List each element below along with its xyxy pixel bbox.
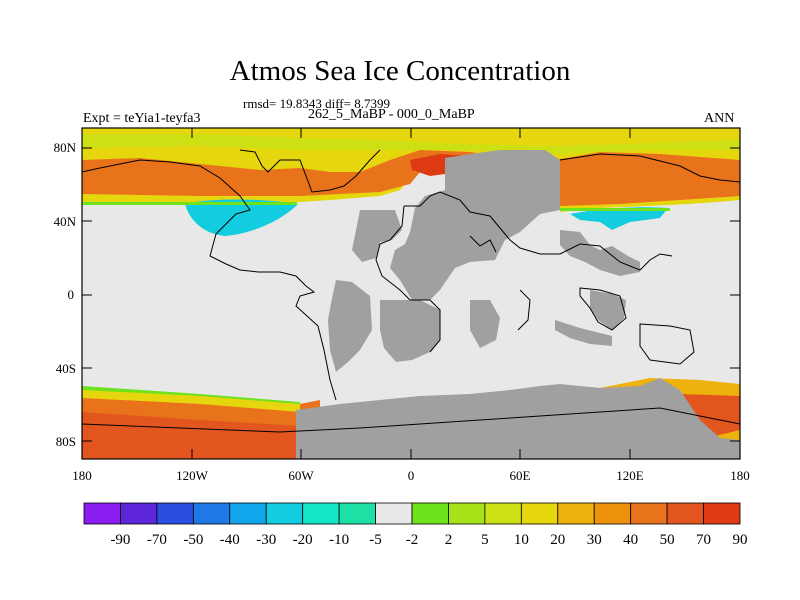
colorbar-label: 30 [587,532,602,548]
colorbar-swatch [302,502,340,525]
colorbar-label: 20 [550,532,565,548]
colorbar-swatch [666,502,704,525]
colorbar-swatch [593,502,632,525]
colorbar-swatch [229,502,267,525]
continent-mask [296,150,740,459]
colorbar-label: -10 [329,532,349,548]
experiment-period-subtitle: 262_5_MaBP - 000_0_MaBP [308,107,475,122]
colorbar-swatch [375,502,413,525]
coastlines [81,149,741,433]
colorbar-label: -70 [147,532,167,548]
colorbar-label: -20 [293,532,313,548]
colorbar-swatch [120,502,158,525]
lat-label: 40S [56,361,76,376]
axis-ticks [81,128,741,459]
map-panel [81,127,741,460]
colorbar-label: -30 [256,532,276,548]
colorbar-swatch [83,502,121,525]
latitude-labels: 80N 40N 0 40S 80S [54,140,77,449]
colorbar: -90 -70 -50 -40 -30 -20 -10 -5 -2 2 5 10 20 30 40 50 70 9… [83,502,748,548]
colorbar-label: -40 [220,532,240,548]
lon-label: 60W [288,468,314,483]
colorbar-label: 2 [445,532,453,548]
lat-label: 80S [56,434,76,449]
colorbar-label: -90 [110,532,130,548]
colorbar-label: 5 [481,532,489,548]
colorbar-swatch [411,502,449,525]
longitude-labels: 180 120W 60W 0 60E 120E 180 [72,468,750,483]
colorbar-swatch [448,502,486,525]
lon-label: 180 [730,468,750,483]
lat-label: 0 [68,287,75,302]
colorbar-swatch [703,502,741,525]
lon-label: 0 [408,468,415,483]
colorbar-swatch [630,502,668,525]
colorbar-label: 90 [733,532,748,548]
colorbar-swatch [338,502,376,525]
season-label: ANN [704,111,735,126]
colorbar-swatch [265,502,304,525]
colorbar-label: 70 [696,532,711,548]
rmsd-diff-stats: rmsd= 19.8343 diff= 8.7399 [243,96,390,111]
colorbar-swatch [156,502,194,525]
colorbar-label: -2 [406,532,419,548]
lon-label: 60E [510,468,531,483]
colorbar-swatch [557,502,595,525]
lat-label: 80N [54,140,77,155]
colorbar-swatch [484,502,522,525]
colorbar-label: -5 [369,532,382,548]
colorbar-label: 50 [660,532,675,548]
lat-label: 40N [54,214,77,229]
lon-label: 180 [72,468,92,483]
arctic-ice-band [82,128,740,236]
lon-label: 120W [176,468,209,483]
experiment-label: Expt = teYia1-teyfa3 [83,111,201,126]
colorbar-label: 40 [623,532,638,548]
colorbar-label: 10 [514,532,529,548]
colorbar-swatch [520,502,559,525]
colorbar-label: -50 [183,532,203,548]
lon-label: 120E [616,468,644,483]
plot-title: Atmos Sea Ice Concentration [229,55,571,87]
colorbar-swatch [192,502,231,525]
